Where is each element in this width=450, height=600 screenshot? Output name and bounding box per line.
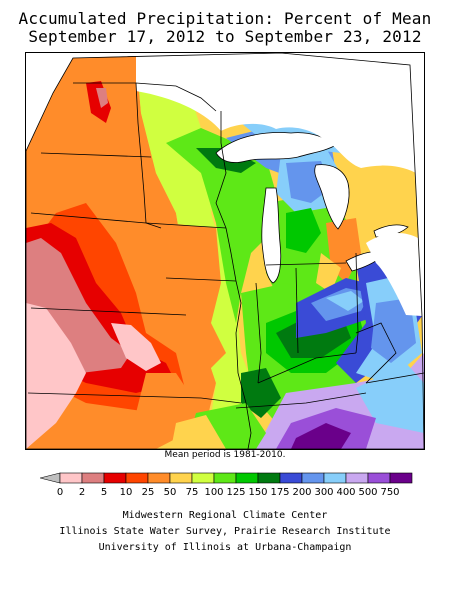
border-mn-wi (215, 111, 227, 229)
region-outside-canada (136, 53, 416, 173)
legend-arrow-below-zero (39, 472, 61, 484)
mean-period-note: Mean period is 1981-2010. (164, 450, 286, 460)
legend-label-175: 175 (270, 487, 289, 498)
legend-label-5: 5 (101, 487, 107, 498)
region-pinklight-west (26, 303, 86, 449)
legend-swatch-300 (323, 472, 347, 484)
border-ky-tn (235, 392, 367, 409)
lake-michigan (261, 187, 282, 284)
legend-label-750: 750 (380, 487, 399, 498)
border-mo-ar (200, 397, 242, 404)
legend-label-500: 500 (358, 487, 377, 498)
region-lightblue-southeast (356, 363, 424, 433)
legend-swatch-200 (301, 472, 325, 484)
legend-swatch-100 (213, 472, 237, 484)
border-mn-ia (145, 222, 227, 229)
legend-swatch-750 (389, 472, 413, 484)
legend-swatch-175 (279, 472, 303, 484)
border-il-in (255, 282, 262, 384)
border-oh-pa (355, 252, 359, 354)
legend-swatch-5 (103, 472, 127, 484)
border-nd-sd (40, 152, 152, 158)
precipitation-map (25, 52, 425, 450)
border-wv (355, 322, 397, 384)
legend-swatch-0 (59, 472, 83, 484)
border-mi-in-oh (265, 262, 347, 266)
legend-label-2: 2 (79, 487, 85, 498)
legend-swatch-75 (191, 472, 215, 484)
credits: Midwestern Regional Climate Center Illin… (0, 508, 450, 556)
border-va (365, 372, 424, 384)
region-outside-east (366, 232, 422, 316)
legend-label-25: 25 (142, 487, 155, 498)
legend-swatch-10 (125, 472, 149, 484)
region-yellow-michigan-east (316, 253, 341, 293)
region-periwinkle-east (371, 298, 416, 363)
legend-label-300: 300 (314, 487, 333, 498)
legend-swatch-125 (235, 472, 259, 484)
color-scale-legend: 0 2 5 10 25 50 75 100 125 150 175 200 300 400 500 750 (39, 471, 420, 499)
region-green-north (166, 128, 276, 323)
map-subtitle-dates: September 17, 2012 to September 23, 2012 (28, 27, 422, 46)
legend-label-0: 0 (57, 487, 63, 498)
legend-swatch-400 (345, 472, 369, 484)
border-oh-ky (257, 352, 357, 384)
credit-line-mrcc: Midwestern Regional Climate Center (122, 510, 328, 521)
legend-swatch-25 (147, 472, 171, 484)
state-boundaries (27, 82, 424, 449)
legend-label-200: 200 (292, 487, 311, 498)
border-ia-mo (165, 277, 237, 282)
region-darkgreen-michigan (286, 208, 321, 253)
legend-swatch-500 (367, 472, 391, 484)
region-pink-south-dakota (111, 323, 161, 371)
region-orange-iowa (166, 223, 226, 373)
border-mississippi (225, 227, 252, 449)
legend-label-400: 400 (336, 487, 355, 498)
legend-swatch-150 (257, 472, 281, 484)
legend-swatch-2 (81, 472, 105, 484)
border-us-canada (73, 82, 217, 112)
precipitation-map-canvas (26, 53, 424, 449)
legend-label-50: 50 (164, 487, 177, 498)
region-darkpurple-southeast (291, 423, 351, 449)
credit-line-uiuc: University of Illinois at Urbana-Champai… (98, 542, 352, 553)
legend-canvas: 0 2 5 10 25 50 75 100 125 150 175 200 300 400 500 750 (39, 472, 413, 498)
border-ne-ks (30, 307, 187, 316)
border-in-oh (295, 267, 299, 354)
region-pink-north-dakota (96, 88, 108, 108)
legend-label-150: 150 (248, 487, 267, 498)
region-lightblue-ohio (326, 291, 364, 311)
lake-superior (215, 132, 337, 163)
legend-label-75: 75 (186, 487, 199, 498)
legend-label-100: 100 (204, 487, 223, 498)
credit-line-isws: Illinois State Water Survey, Prairie Res… (59, 526, 391, 537)
legend-label-10: 10 (120, 487, 133, 498)
region-red-kansas-fringe (136, 373, 196, 433)
data-area-outline (26, 53, 424, 449)
map-title: Accumulated Precipitation: Percent of Me… (18, 9, 432, 28)
legend-label-125: 125 (226, 487, 245, 498)
legend-swatch-50 (169, 472, 193, 484)
lake-huron (314, 164, 350, 230)
border-dakotas-mn (135, 82, 147, 224)
region-yellow-south (171, 415, 226, 449)
border-ks-ok (27, 392, 202, 399)
